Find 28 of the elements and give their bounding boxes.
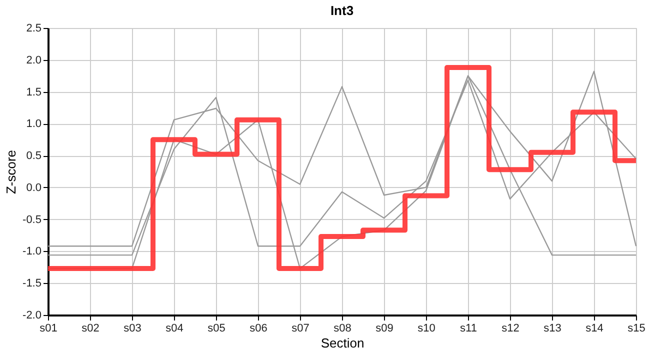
y-axis-title: Z-score (4, 150, 19, 194)
y-tick-label: 2.5 (26, 22, 42, 34)
x-tick-label: s01 (40, 322, 58, 334)
y-tick-label: 2.0 (26, 54, 42, 66)
x-tick-label: s06 (250, 322, 268, 334)
x-tick-label: s11 (460, 322, 477, 334)
x-tick-label: s03 (124, 322, 142, 334)
y-tick-label: -1.0 (22, 246, 42, 258)
y-tick-label: -2.0 (22, 310, 42, 322)
y-tick-label: 0.0 (26, 182, 42, 194)
y-tick-label: -1.5 (22, 278, 42, 290)
x-tick-label: s15 (628, 322, 646, 334)
x-tick-label: s02 (82, 322, 100, 334)
y-tick-label: 1.0 (26, 118, 42, 130)
x-tick-label: s05 (208, 322, 226, 334)
x-axis-title: Section (320, 336, 364, 350)
y-tick-label: 0.5 (26, 150, 42, 162)
x-tick-label: s14 (586, 322, 604, 334)
x-tick-label: s09 (376, 322, 394, 334)
chart-title: Int3 (330, 3, 354, 18)
x-tick-label: s07 (292, 322, 310, 334)
x-tick-label: s12 (502, 322, 520, 334)
x-tick-label: s13 (544, 322, 562, 334)
y-tick-label: -0.5 (22, 214, 42, 226)
y-tick-label: 1.5 (26, 86, 42, 98)
x-tick-label: s10 (418, 322, 436, 334)
x-tick-label: s04 (166, 322, 184, 334)
x-tick-label: s08 (334, 322, 352, 334)
